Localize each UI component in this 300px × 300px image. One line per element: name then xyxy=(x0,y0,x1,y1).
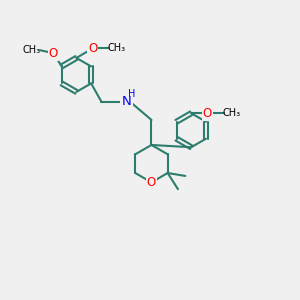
Text: H: H xyxy=(128,89,135,99)
Text: CH₃: CH₃ xyxy=(108,44,126,53)
Text: O: O xyxy=(88,42,97,55)
Text: N: N xyxy=(122,95,131,108)
Text: CH₃: CH₃ xyxy=(223,108,241,118)
Text: CH₃: CH₃ xyxy=(22,45,40,55)
Text: O: O xyxy=(147,176,156,189)
Text: O: O xyxy=(49,47,58,60)
Text: O: O xyxy=(203,107,212,120)
